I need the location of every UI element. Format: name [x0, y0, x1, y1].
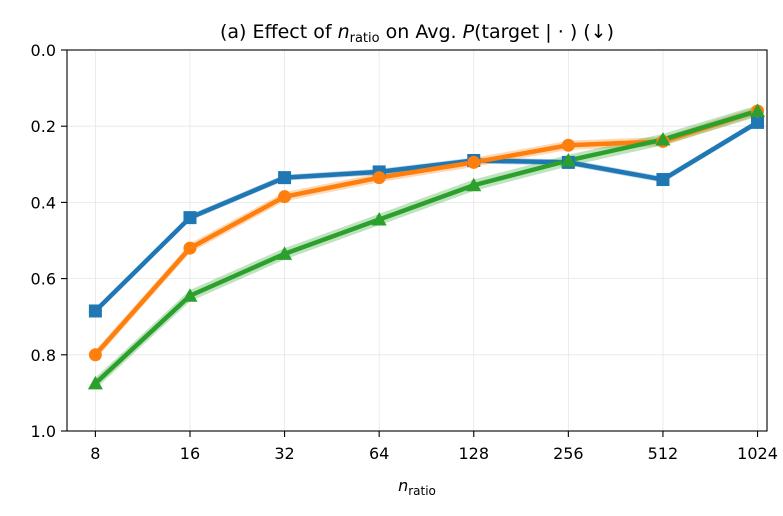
x-tick-label: 256	[553, 444, 584, 463]
series-3-point	[750, 103, 766, 117]
series-3-line	[93, 108, 760, 386]
series-3-point	[560, 152, 576, 167]
series-3-point	[87, 375, 103, 390]
series-2-point	[278, 190, 292, 204]
x-tick-label: 32	[274, 444, 294, 463]
series-2-point	[561, 138, 575, 152]
series-3-point	[655, 132, 671, 146]
y-axis-ticks: 0.0 0.2 0.4 0.6 0.8 1.0	[31, 41, 67, 441]
y-tick-label: 0.8	[31, 346, 56, 365]
chart-title: (a) Effect of nratio on Avg. P(target | …	[220, 21, 614, 46]
series-3-point	[371, 212, 387, 226]
y-tick-label: 0.0	[31, 41, 56, 60]
grid	[67, 49, 767, 432]
series-1-point	[278, 171, 292, 185]
x-axis-label: nratio	[398, 476, 436, 498]
x-tick-label: 16	[180, 444, 200, 463]
x-axis-ticks: 8 16 32 64 128 256 512 1024	[90, 431, 778, 463]
series-1-point	[88, 304, 102, 318]
series-1-point	[751, 115, 765, 129]
x-tick-label: 64	[369, 444, 389, 463]
series-3-point	[466, 177, 482, 192]
x-tick-label: 8	[90, 444, 100, 463]
y-tick-label: 1.0	[31, 422, 56, 441]
series-markers	[87, 103, 766, 390]
series-2-point	[372, 171, 386, 185]
y-tick-label: 0.2	[31, 117, 56, 136]
series-2-point	[183, 241, 197, 255]
series-1-point	[183, 211, 197, 225]
series-lines	[93, 108, 760, 386]
x-tick-label: 512	[648, 444, 679, 463]
x-tick-label: 1024	[737, 444, 778, 463]
series-1-line	[93, 120, 760, 314]
series-2-point	[88, 348, 102, 362]
y-tick-label: 0.6	[31, 270, 56, 289]
series-2-line	[93, 108, 760, 358]
series-3-point	[182, 288, 198, 302]
x-tick-label: 128	[458, 444, 489, 463]
y-tick-label: 0.4	[31, 193, 56, 212]
series-3-point	[277, 246, 293, 260]
series-2-point	[467, 155, 481, 169]
plot-frame	[66, 49, 768, 432]
series-1-point	[656, 173, 670, 187]
